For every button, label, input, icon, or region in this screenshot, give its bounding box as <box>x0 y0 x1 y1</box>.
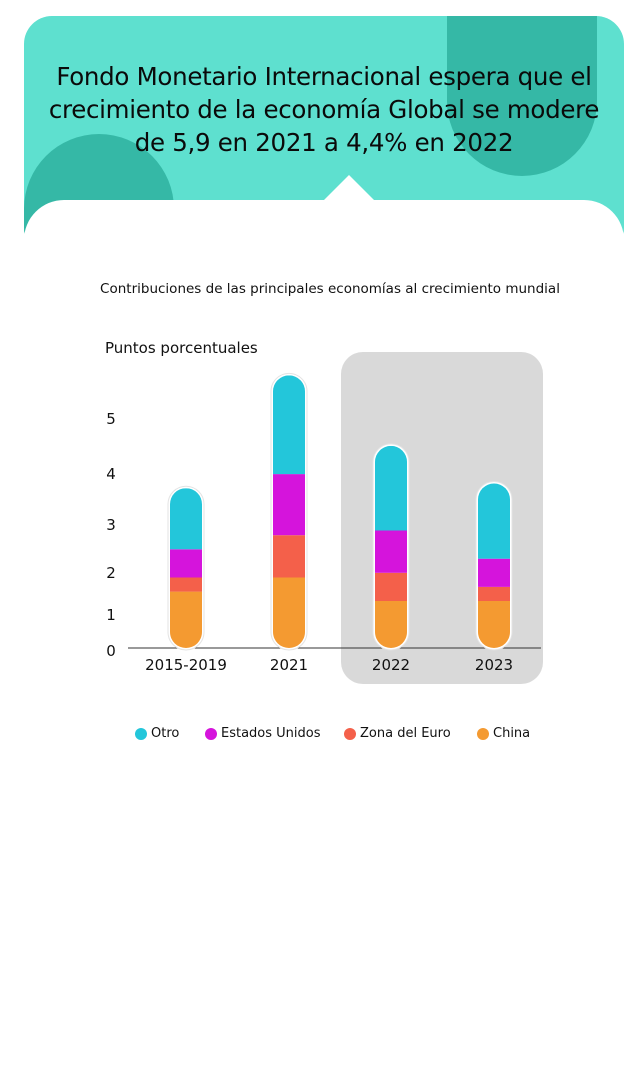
bar-segment-estados-unidos <box>375 530 407 573</box>
y-tick-label: 3 <box>106 516 116 534</box>
legend-swatch <box>344 727 356 740</box>
bar-segment-zona-del-euro <box>478 586 510 601</box>
y-tick-label: 4 <box>106 465 116 483</box>
bar-stack <box>478 483 510 648</box>
legend-label: China <box>493 726 531 741</box>
bar-stack <box>273 375 305 648</box>
legend-item: China <box>477 726 530 741</box>
x-tick-label: 2022 <box>372 656 410 674</box>
bar-segment-estados-unidos <box>273 474 305 536</box>
legend-label: Otro <box>151 726 180 741</box>
legend-swatch <box>205 727 217 740</box>
bar-segment-otro <box>478 483 510 559</box>
decorative-shape-right <box>447 16 597 176</box>
legend-label: Estados Unidos <box>221 726 321 741</box>
x-tick-label: 2021 <box>270 656 308 674</box>
bar-segment-otro <box>170 488 202 550</box>
y-tick-label: 0 <box>106 642 116 660</box>
chart-legend: Otro Estados Unidos Zona del Euro China <box>132 726 552 746</box>
legend-item: Estados Unidos <box>205 726 321 741</box>
chart-title: Contribuciones de las principales econom… <box>100 281 560 297</box>
x-tick-label: 2023 <box>475 656 513 674</box>
bar-segment-zona-del-euro <box>273 535 305 578</box>
legend-label: Zona del Euro <box>360 726 451 741</box>
header-banner: Fondo Monetario Internacional espera que… <box>24 16 624 256</box>
bar-segment-otro <box>273 375 305 475</box>
bar-segment-zona-del-euro <box>375 572 407 601</box>
bar-segment-china <box>170 591 202 648</box>
bar-segment-estados-unidos <box>478 558 510 587</box>
bar-stack <box>375 445 407 648</box>
bar-segment-zona-del-euro <box>170 577 202 592</box>
bar-segment-estados-unidos <box>170 549 202 578</box>
highlight-panel <box>341 352 543 684</box>
bar-stack <box>170 488 202 648</box>
legend-item: Otro <box>135 726 179 741</box>
bar-segment-china <box>478 601 510 648</box>
page-title: Fondo Monetario Internacional espera que… <box>48 62 600 157</box>
stacked-bar-chart: 0 1 2 3 4 5 2015-2019 2021 2022 2023 <box>106 352 543 684</box>
bar-segment-china <box>375 601 407 648</box>
x-tick-label: 2015-2019 <box>145 656 227 674</box>
y-tick-label: 5 <box>106 410 116 428</box>
bar-segment-otro <box>375 445 407 531</box>
legend-swatch <box>135 727 147 740</box>
y-tick-label: 2 <box>106 564 116 582</box>
legend-swatch <box>477 727 489 740</box>
y-tick-label: 1 <box>106 606 116 624</box>
bar-segment-china <box>273 577 305 648</box>
legend-item: Zona del Euro <box>344 726 451 741</box>
y-axis-label: Puntos porcentuales <box>105 339 258 357</box>
